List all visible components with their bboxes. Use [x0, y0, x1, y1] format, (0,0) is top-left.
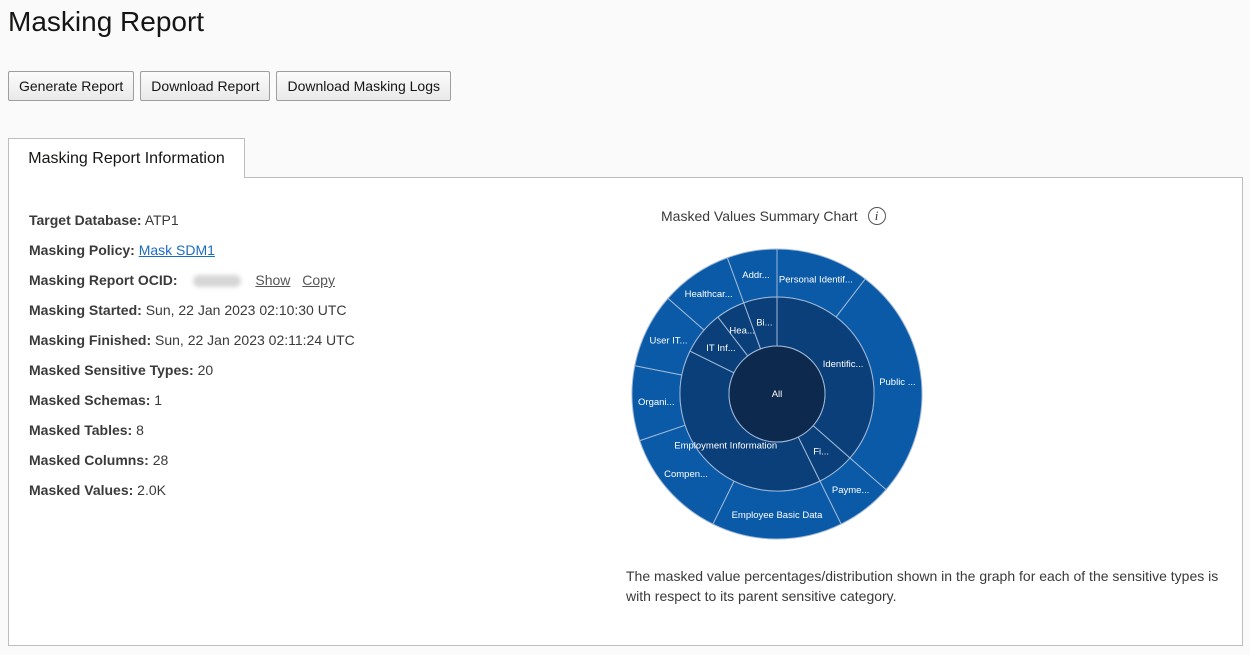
ring2-label-healthcar: Healthcar...: [685, 289, 733, 300]
target-database-label: Target Database:: [29, 212, 142, 228]
target-database-value: ATP1: [144, 212, 179, 228]
report-ocid-row: Masking Report OCID: Show Copy: [29, 271, 355, 301]
masking-report-panel: Target Database: ATP1 Masking Policy: Ma…: [8, 177, 1243, 646]
report-info-list: Target Database: ATP1 Masking Policy: Ma…: [29, 211, 355, 511]
ring2-label-organi: Organi...: [638, 397, 674, 408]
ring1-label-employment-information: Employment Information: [674, 440, 777, 451]
report-ocid-label: Masking Report OCID:: [29, 272, 178, 288]
toolbar: Generate Report Download Report Download…: [8, 71, 451, 101]
target-database-row: Target Database: ATP1: [29, 211, 355, 241]
download-masking-logs-button[interactable]: Download Masking Logs: [276, 71, 451, 101]
masked-sensitive-types-label: Masked Sensitive Types:: [29, 362, 194, 378]
ring2-label-addr: Addr...: [742, 270, 769, 281]
masked-columns-value: 28: [152, 452, 169, 468]
ring1-label-identific: Identific...: [823, 359, 864, 370]
ring1-label-bi: Bi...: [756, 318, 772, 329]
ring2-label-payme: Payme...: [832, 485, 870, 496]
masked-columns-row: Masked Columns: 28: [29, 451, 355, 481]
info-icon[interactable]: i: [867, 207, 886, 225]
masking-finished-value: Sun, 22 Jan 2023 02:11:24 UTC: [155, 332, 355, 348]
generate-report-button[interactable]: Generate Report: [8, 71, 135, 101]
masking-started-label: Masking Started:: [29, 302, 142, 318]
page-title: Masking Report: [8, 6, 205, 37]
ring1-label-hea: Hea...: [729, 325, 754, 336]
masked-schemas-row: Masked Schemas: 1: [29, 391, 355, 421]
ocid-show-link[interactable]: Show: [255, 272, 291, 288]
masking-started-value: Sun, 22 Jan 2023 02:10:30 UTC: [145, 302, 347, 318]
masking-finished-row: Masking Finished: Sun, 22 Jan 2023 02:11…: [29, 331, 355, 361]
ring1-label-fi: Fi...: [813, 447, 829, 458]
chart-footnote: The masked value percentages/distributio…: [626, 568, 1219, 604]
ocid-copy-link[interactable]: Copy: [302, 272, 335, 288]
ring1-label-it-inf: IT Inf...: [706, 343, 735, 354]
masking-policy-link[interactable]: Mask SDM1: [138, 242, 215, 258]
ring2-label-public: Public ...: [879, 377, 915, 388]
masked-values-value: 2.0K: [137, 482, 166, 498]
ring2-label-user-it: User IT...: [649, 335, 687, 346]
sunburst-chart[interactable]: Personal Identif... Public ... Payme... Emp…: [629, 246, 925, 542]
masking-policy-row: Masking Policy: Mask SDM1: [29, 241, 355, 271]
chart-title: Masked Values Summary Chart: [661, 208, 858, 224]
masked-schemas-value: 1: [154, 392, 163, 408]
masked-values-label: Masked Values:: [29, 482, 134, 498]
masked-tables-row: Masked Tables: 8: [29, 421, 355, 451]
download-report-button[interactable]: Download Report: [140, 71, 271, 101]
ring2-label-compen: Compen...: [664, 469, 708, 480]
tab-masking-report-information[interactable]: Masking Report Information: [8, 138, 245, 178]
ring2-label-employee-basic-data: Employee Basic Data: [732, 510, 824, 521]
sunburst-center-label: All: [772, 389, 783, 400]
masking-finished-label: Masking Finished:: [29, 332, 152, 348]
masked-schemas-label: Masked Schemas:: [29, 392, 151, 408]
masked-tables-label: Masked Tables:: [29, 422, 133, 438]
masked-sensitive-types-value: 20: [197, 362, 214, 378]
masked-columns-label: Masked Columns:: [29, 452, 149, 468]
masking-policy-label: Masking Policy:: [29, 242, 135, 258]
masking-started-row: Masking Started: Sun, 22 Jan 2023 02:10:…: [29, 301, 355, 331]
masked-sensitive-types-row: Masked Sensitive Types: 20: [29, 361, 355, 391]
chart-title-row: Masked Values Summary Chart i: [661, 207, 886, 225]
ocid-masked-value: [193, 275, 242, 288]
masked-tables-value: 8: [136, 422, 144, 438]
ring2-label-personal-identif: Personal Identif...: [779, 274, 853, 285]
sunburst-center[interactable]: [728, 345, 826, 443]
masked-values-row: Masked Values: 2.0K: [29, 481, 355, 511]
